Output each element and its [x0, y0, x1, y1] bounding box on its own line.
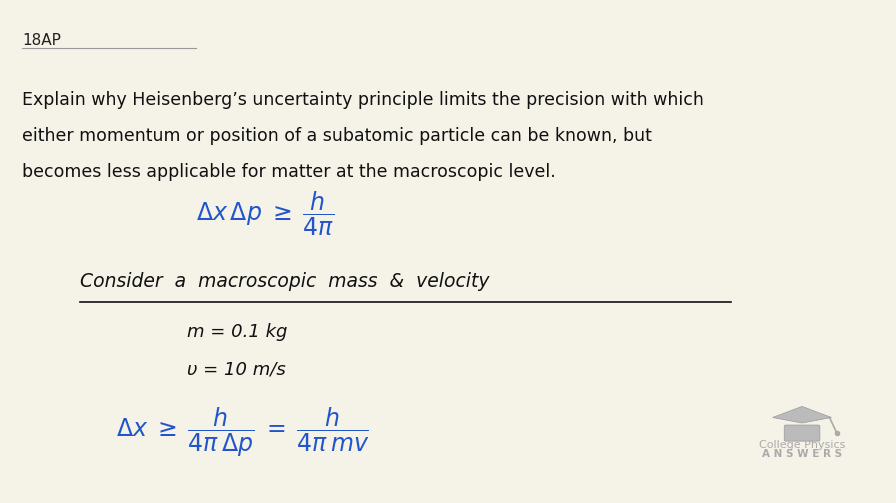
Text: Consider  a  macroscopic  mass  &  velocity: Consider a macroscopic mass & velocity: [81, 272, 490, 291]
Polygon shape: [772, 406, 831, 423]
Text: 18AP: 18AP: [22, 33, 61, 48]
FancyBboxPatch shape: [784, 425, 820, 441]
Text: $\Delta x\, \Delta p \;\geq\; \dfrac{h}{4\pi}$: $\Delta x\, \Delta p \;\geq\; \dfrac{h}{…: [196, 190, 334, 238]
Text: becomes less applicable for matter at the macroscopic level.: becomes less applicable for matter at th…: [22, 163, 556, 181]
Text: A N S W E R S: A N S W E R S: [762, 449, 842, 459]
Text: $\Delta x \;\geq\; \dfrac{h}{4\pi\, \Delta p} \;=\; \dfrac{h}{4\pi\, mv}$: $\Delta x \;\geq\; \dfrac{h}{4\pi\, \Del…: [116, 406, 369, 459]
Text: College Physics: College Physics: [759, 440, 845, 450]
Text: υ = 10 m/s: υ = 10 m/s: [187, 361, 286, 379]
Text: m = 0.1 kg: m = 0.1 kg: [187, 323, 288, 341]
Text: Explain why Heisenberg’s uncertainty principle limits the precision with which: Explain why Heisenberg’s uncertainty pri…: [22, 91, 704, 109]
Text: either momentum or position of a subatomic particle can be known, but: either momentum or position of a subatom…: [22, 127, 652, 145]
